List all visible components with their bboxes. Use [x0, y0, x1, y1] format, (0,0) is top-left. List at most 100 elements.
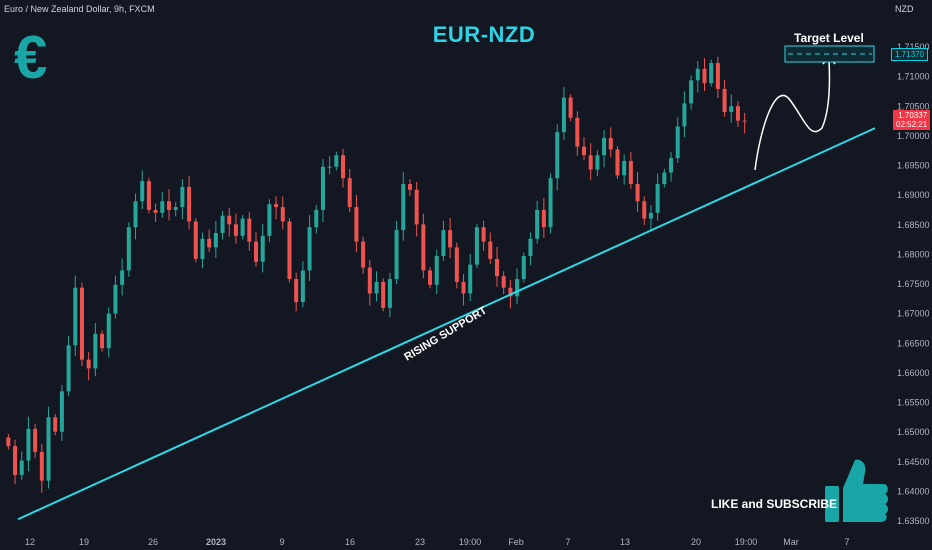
candle-down — [407, 184, 412, 190]
candle-down — [233, 224, 238, 236]
candle-down — [454, 247, 459, 282]
y-tick-label: 1.68500 — [897, 220, 930, 230]
candle-up — [327, 166, 332, 168]
candle-down — [508, 287, 513, 297]
candle-down — [39, 451, 44, 481]
candle-up — [73, 287, 78, 346]
candle-up — [300, 270, 305, 303]
target-level-label: Target Level — [794, 31, 864, 45]
y-tick-label: 1.71500 — [897, 42, 930, 52]
y-axis: 1.71500 1.71000 1.70500 1.70000 1.69500 1.690… — [897, 42, 930, 526]
candle-up — [648, 212, 653, 219]
candle-up — [59, 391, 64, 432]
y-tick-label: 1.71000 — [897, 72, 930, 82]
euro-logo: € — [14, 24, 48, 91]
candle-down — [153, 209, 158, 213]
candle-down — [722, 88, 727, 113]
y-tick-label: 1.66000 — [897, 368, 930, 378]
candle-up — [729, 106, 734, 113]
y-tick-label: 1.64000 — [897, 486, 930, 496]
target-level-box[interactable] — [784, 45, 875, 63]
x-tick-label: 19:00 — [459, 537, 482, 547]
candle-up — [387, 279, 392, 308]
candle-down — [53, 417, 58, 432]
candle-down — [280, 207, 285, 222]
candle-up — [521, 256, 526, 280]
y-tick-label: 1.65000 — [897, 427, 930, 437]
symbol-description[interactable]: Euro / New Zealand Dollar, 9h, FXCM — [4, 4, 155, 14]
candle-up — [120, 270, 125, 285]
candle-down — [588, 155, 593, 170]
candle-up — [555, 132, 560, 179]
candle-down — [742, 120, 747, 122]
candle-down — [294, 279, 299, 303]
y-tick-label: 1.69000 — [897, 190, 930, 200]
candle-down — [381, 281, 386, 308]
candle-up — [561, 97, 566, 133]
y-tick-label: 1.68000 — [897, 249, 930, 259]
candle-down — [361, 241, 366, 268]
candle-up — [133, 201, 138, 228]
y-tick-label: 1.66500 — [897, 338, 930, 348]
candle-down — [581, 146, 587, 156]
candle-up — [213, 232, 218, 248]
candle-down — [254, 241, 259, 262]
candle-up — [528, 238, 533, 257]
candle-up — [140, 181, 145, 202]
candle-down — [33, 428, 38, 452]
y-tick-label: 1.69500 — [897, 161, 930, 171]
candle-down — [568, 97, 573, 118]
candle-up — [535, 209, 540, 239]
candle-down — [635, 184, 640, 202]
chart-title: EUR-NZD — [432, 22, 536, 47]
candle-down — [6, 437, 11, 447]
x-tick-label: Mar — [783, 537, 799, 547]
candle-down — [575, 117, 580, 147]
candle-down — [494, 258, 499, 277]
y-tick-label: 1.70000 — [897, 131, 930, 141]
candle-down — [448, 230, 453, 248]
candle-up — [106, 313, 111, 349]
candle-up — [622, 160, 627, 176]
quote-currency-label: NZD — [895, 4, 914, 14]
x-tick-label: 26 — [148, 537, 158, 547]
candle-down — [608, 137, 613, 150]
candle-up — [320, 166, 325, 210]
trendline-label: RISING SUPPORT — [402, 304, 489, 363]
candle-down — [207, 238, 212, 248]
x-tick-label: 16 — [345, 537, 355, 547]
candle-down — [274, 204, 279, 208]
rising-support-trendline[interactable] — [17, 127, 876, 521]
candle-up — [46, 417, 51, 481]
x-tick-label: 19 — [79, 537, 89, 547]
thumbs-up-icon — [825, 459, 888, 522]
candle-up — [307, 227, 312, 271]
candle-up — [19, 460, 24, 475]
candle-up — [160, 201, 165, 213]
candle-down — [628, 160, 633, 185]
candle-up — [548, 178, 553, 228]
candle-down — [615, 149, 620, 176]
candle-down — [481, 227, 486, 242]
candle-down — [735, 106, 740, 121]
candle-up — [26, 428, 31, 461]
candle-down — [100, 333, 105, 349]
x-tick-label: 19:00 — [735, 537, 758, 547]
like-subscribe-text: LIKE and SUBSCRIBE — [711, 497, 838, 511]
x-tick-label: 20 — [691, 537, 701, 547]
y-tick-label: 1.70500 — [897, 101, 930, 111]
candle-up — [595, 155, 600, 170]
candle-up — [474, 227, 479, 265]
candle-up — [468, 264, 473, 294]
candle-down — [287, 221, 292, 280]
candle-down — [247, 218, 252, 242]
target-price-tag: 1.71370 — [891, 48, 928, 61]
candle-up — [662, 172, 667, 185]
candle-up — [220, 215, 225, 233]
x-tick-label: 13 — [620, 537, 630, 547]
candle-down — [715, 63, 720, 89]
candle-up — [93, 333, 98, 369]
candle-up — [675, 126, 680, 159]
y-tick-label: 1.67000 — [897, 309, 930, 319]
